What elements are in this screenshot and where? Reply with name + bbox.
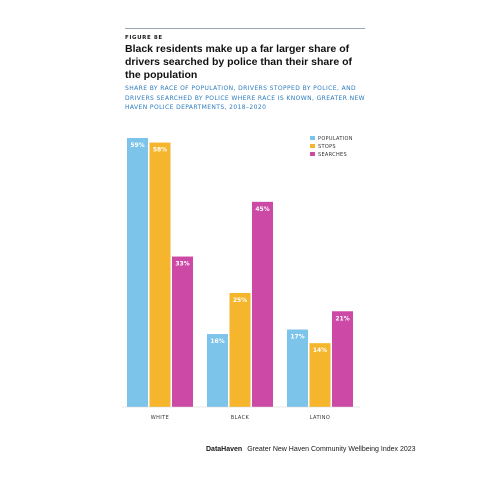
- data-label-white-searches: 33%: [175, 261, 189, 268]
- data-label-latino-population: 17%: [290, 333, 304, 340]
- bar-white-population: [127, 138, 148, 407]
- chart-subtitle: SHARE BY RACE OF POPULATION, DRIVERS STO…: [125, 85, 366, 111]
- figure-label: FIGURE 8E: [125, 35, 163, 41]
- data-label-latino-searches: 21%: [335, 315, 349, 322]
- x-tick-label-white: WHITE: [151, 415, 169, 421]
- data-label-black-searches: 45%: [255, 206, 269, 213]
- bar-black-stops: [229, 293, 251, 407]
- bar-black-population: [207, 334, 228, 407]
- bar-white-stops: [149, 142, 171, 407]
- data-label-latino-stops: 14%: [313, 347, 327, 354]
- footer-source: Greater New Haven Community Wellbeing In…: [247, 446, 416, 453]
- legend-label-stops: STOPS: [318, 144, 336, 150]
- bar-white-searches: [172, 256, 193, 407]
- bar-latino-population: [287, 329, 308, 407]
- footer-brand: DataHaven: [206, 446, 243, 453]
- x-tick-label-black: BLACK: [231, 415, 250, 421]
- x-tick-labels: WHITE BLACK LATINO: [151, 415, 330, 421]
- bar-latino-searches: [332, 311, 353, 407]
- footer: DataHaven Greater New Haven Community Wel…: [206, 446, 416, 453]
- legend-swatch-population: [310, 136, 315, 140]
- data-label-black-population: 16%: [210, 338, 224, 345]
- legend-swatch-stops: [310, 144, 315, 148]
- top-rule: [125, 28, 365, 29]
- bar-latino-stops: [309, 343, 331, 407]
- legend-label-searches: SEARCHES: [318, 152, 347, 158]
- bar-labels-group: 59% 58% 33% 16% 25% 45% 17% 14% 21%: [130, 142, 349, 354]
- legend-swatch-searches: [310, 152, 315, 156]
- legend: POPULATION STOPS SEARCHES: [310, 136, 353, 158]
- bar-black-searches: [252, 201, 273, 407]
- data-label-black-stops: 25%: [233, 297, 247, 304]
- data-label-white-stops: 58%: [153, 147, 167, 154]
- x-tick-label-latino: LATINO: [310, 415, 331, 421]
- bars-group: [127, 138, 353, 407]
- chart-title: Black residents make up a far larger sha…: [125, 43, 352, 81]
- data-label-white-population: 59%: [130, 142, 144, 149]
- legend-label-population: POPULATION: [318, 136, 353, 142]
